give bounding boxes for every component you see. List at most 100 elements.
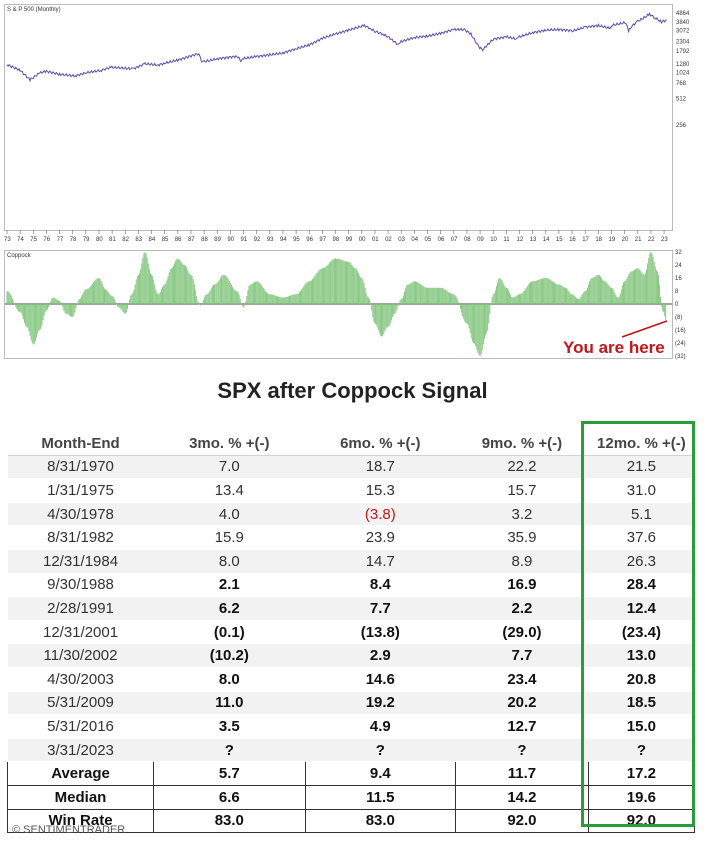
cell-value: (3.8) [305,502,456,527]
cell-value: 21.5 [588,455,695,480]
summary-value: 11.5 [304,784,457,810]
price-panel-frame [4,4,673,231]
table-row: 2/28/1991 6.2 7.7 2.2 12.4 [7,596,695,621]
price-y-tick-label: 512 [676,97,687,103]
summary-value: 83.0 [153,808,306,834]
table-row: 12/31/1984 8.0 14.7 8.9 26.3 [7,549,695,574]
coppock-y-tick-label: 24 [675,263,682,269]
x-tick-label: 90 [227,237,234,243]
cell-month-end: 4/30/2003 [7,667,154,692]
cell-value: 18.7 [305,455,456,480]
cell-value: 22.2 [455,455,589,480]
coppock-y-tick-label: 8 [675,289,679,295]
x-tick-label: 87 [188,237,195,243]
x-tick-label: 80 [96,237,103,243]
x-tick-label: 76 [43,237,50,243]
x-tick-label: 05 [425,237,432,243]
x-tick-label: 20 [622,237,629,243]
cell-value: 15.7 [455,478,589,503]
cell-value: 26.3 [588,549,695,574]
cell-month-end: 5/31/2016 [7,714,154,739]
price-chart-title: S & P 500 (Monthly) [7,7,61,13]
coppock-y-tick-label: (24) [675,341,686,347]
cell-value: ? [153,738,306,763]
x-tick-label: 03 [398,237,405,243]
cell-value: 4.0 [153,502,306,527]
x-tick-label: 15 [556,237,563,243]
x-tick-label: 91 [241,237,248,243]
12mo-highlight-box [581,421,695,827]
cell-value: 6.2 [153,596,306,621]
x-tick-label: 07 [451,237,458,243]
cell-value: ? [305,738,456,763]
x-tick-label: 06 [438,237,445,243]
summary-value: 92.0 [455,808,589,834]
cell-value: 13.0 [588,643,695,668]
x-tick-label: 17 [582,237,589,243]
x-tick-label: 92 [254,237,261,243]
x-tick-label: 79 [83,237,90,243]
cell-month-end: 2/28/1991 [7,596,154,621]
summary-value: 83.0 [304,808,457,834]
coppock-y-tick-label: (16) [675,328,686,334]
cell-value: 14.7 [305,549,456,574]
summary-label: Median [6,784,155,810]
cell-month-end: 8/31/1982 [7,525,154,550]
coppock-y-tick-label: (32) [675,354,686,360]
cell-value: 12.4 [588,596,695,621]
cell-value: 35.9 [455,525,589,550]
table-row: 5/31/2016 3.5 4.9 12.7 15.0 [7,714,695,739]
cell-value: 14.6 [305,667,456,692]
x-tick-label: 10 [490,237,497,243]
price-y-tick-label: 2304 [676,39,690,45]
x-tick-label: 97 [319,237,326,243]
cell-value: 13.4 [153,478,306,503]
header-6mo: 6mo. % +(-) [305,432,456,456]
summary-value: 9.4 [304,761,457,786]
cell-value: 3.5 [153,714,306,739]
cell-value: 3.2 [455,502,589,527]
cell-value: ? [588,738,695,763]
table-row: 4/30/2003 8.0 14.6 23.4 20.8 [7,667,695,692]
cell-value: 4.9 [305,714,456,739]
results-table: Month-End 3mo. % +(-) 6mo. % +(-) 9mo. %… [6,432,696,834]
cell-value: ? [455,738,589,763]
cell-value: 7.7 [305,596,456,621]
table-row: 12/31/2001 (0.1) (13.8) (29.0) (23.4) [7,620,695,645]
cell-value: 7.0 [153,455,306,480]
cell-value: 7.7 [455,643,589,668]
table-row: 4/30/1978 4.0 (3.8) 3.2 5.1 [7,502,695,527]
x-tick-label: 14 [543,237,550,243]
table-row: 8/31/1970 7.0 18.7 22.2 21.5 [7,455,695,480]
price-y-tick-label: 4864 [676,11,690,17]
x-tick-label: 95 [293,237,300,243]
cell-value: 5.1 [588,502,695,527]
cell-value: 8.0 [153,667,306,692]
price-y-tick-label: 1792 [676,49,690,55]
x-tick-label: 09 [477,237,484,243]
x-tick-label: 22 [648,237,655,243]
coppock-y-tick-label: 16 [675,276,682,282]
annotation-arrow [621,320,668,338]
cell-month-end: 5/31/2009 [7,691,154,716]
x-tick-label: 93 [267,237,274,243]
table-row: 9/30/1988 2.1 8.4 16.9 28.4 [7,573,695,598]
cell-month-end: 4/30/1978 [7,502,154,527]
price-y-tick-label: 3840 [676,20,690,26]
cell-value: (10.2) [153,643,306,668]
cell-value: 37.6 [588,525,695,550]
table-row: 8/31/1982 15.9 23.9 35.9 37.6 [7,525,695,550]
annotation-text: You are here [563,338,665,357]
cell-month-end: 9/30/1988 [7,573,154,598]
summary-label: Average [6,761,155,786]
cell-value: (23.4) [588,620,695,645]
x-tick-label: 04 [411,237,418,243]
cell-value: 20.2 [455,691,589,716]
chart-svg: S & P 500 (Monthly) Coppock 4864 3840 3072… [4,4,690,360]
cell-value: (13.8) [305,620,456,645]
summary-value: 11.7 [455,761,589,786]
cell-value: 2.2 [455,596,589,621]
cell-value: 20.8 [588,667,695,692]
price-y-tick-label: 3072 [676,28,690,34]
cell-month-end: 11/30/2002 [7,643,154,668]
